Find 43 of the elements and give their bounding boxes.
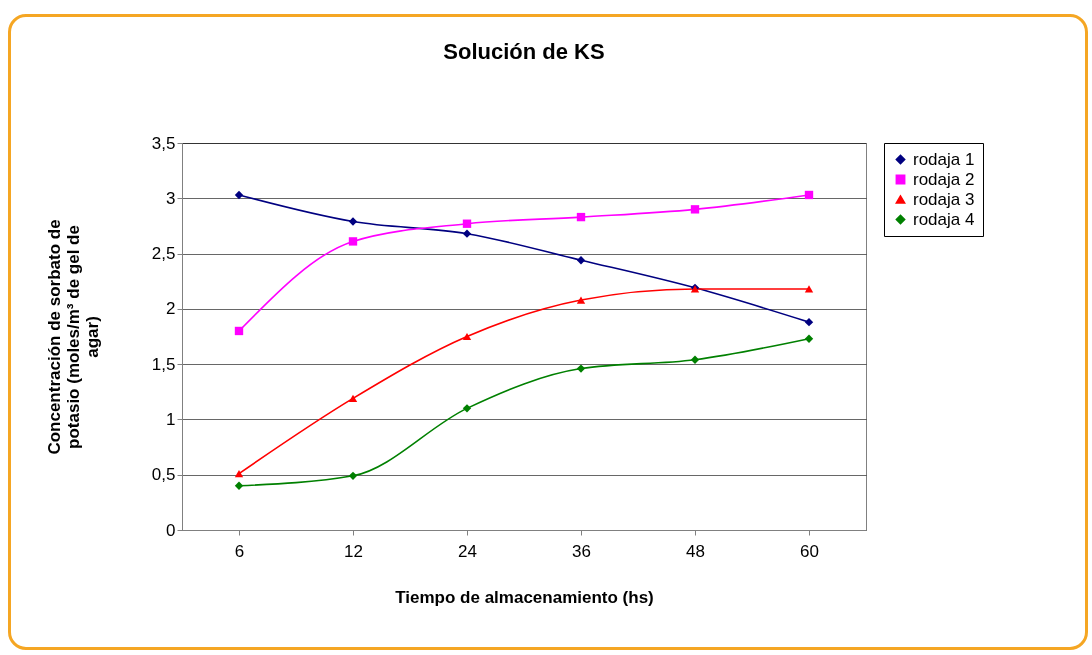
point	[234, 190, 244, 200]
x-tick-label: 6	[234, 541, 245, 561]
y-tick-label: 3,5	[151, 133, 176, 153]
legend-label: rodaja 4	[913, 209, 975, 229]
chart-title: Solución de KS	[443, 39, 605, 64]
x-tick-label: 48	[686, 541, 705, 561]
point	[804, 334, 814, 343]
y-tick-label: 1	[166, 409, 176, 429]
x-tick-label: 60	[800, 541, 819, 561]
point	[576, 364, 586, 373]
legend-label: rodaja 3	[913, 189, 975, 209]
x-tick-label: 24	[458, 541, 477, 561]
point	[348, 471, 358, 480]
point	[804, 190, 814, 200]
point	[234, 326, 244, 336]
point	[234, 469, 244, 478]
point	[576, 296, 586, 304]
x-tick-label: 12	[344, 541, 363, 561]
point	[462, 332, 472, 341]
point	[462, 404, 472, 413]
point	[462, 229, 472, 238]
point	[804, 317, 814, 327]
legend-label: rodaja 2	[913, 169, 975, 189]
point	[348, 237, 358, 246]
point	[234, 481, 244, 490]
y-tick-label: 2,5	[151, 244, 176, 264]
point	[804, 285, 814, 293]
point	[348, 217, 358, 226]
x-axis-title: Tiempo de almacenamiento (hs)	[395, 587, 654, 607]
x-tick-label: 36	[572, 541, 591, 561]
point	[348, 394, 358, 403]
y-tick-label: 2	[166, 299, 176, 319]
y-tick-label: 1,5	[151, 354, 176, 374]
point	[690, 355, 700, 364]
point	[576, 212, 586, 222]
point	[690, 205, 700, 214]
y-tick-label: 3	[166, 188, 176, 208]
point	[576, 256, 586, 265]
point	[462, 219, 472, 228]
y-axis-title: Concentración de sorbato de potasio (moles/m³ de gel de agar)	[44, 219, 102, 455]
y-tick-label: 0	[166, 520, 176, 540]
legend-label: rodaja 1	[913, 149, 975, 169]
y-tick-label: 0,5	[151, 465, 176, 485]
